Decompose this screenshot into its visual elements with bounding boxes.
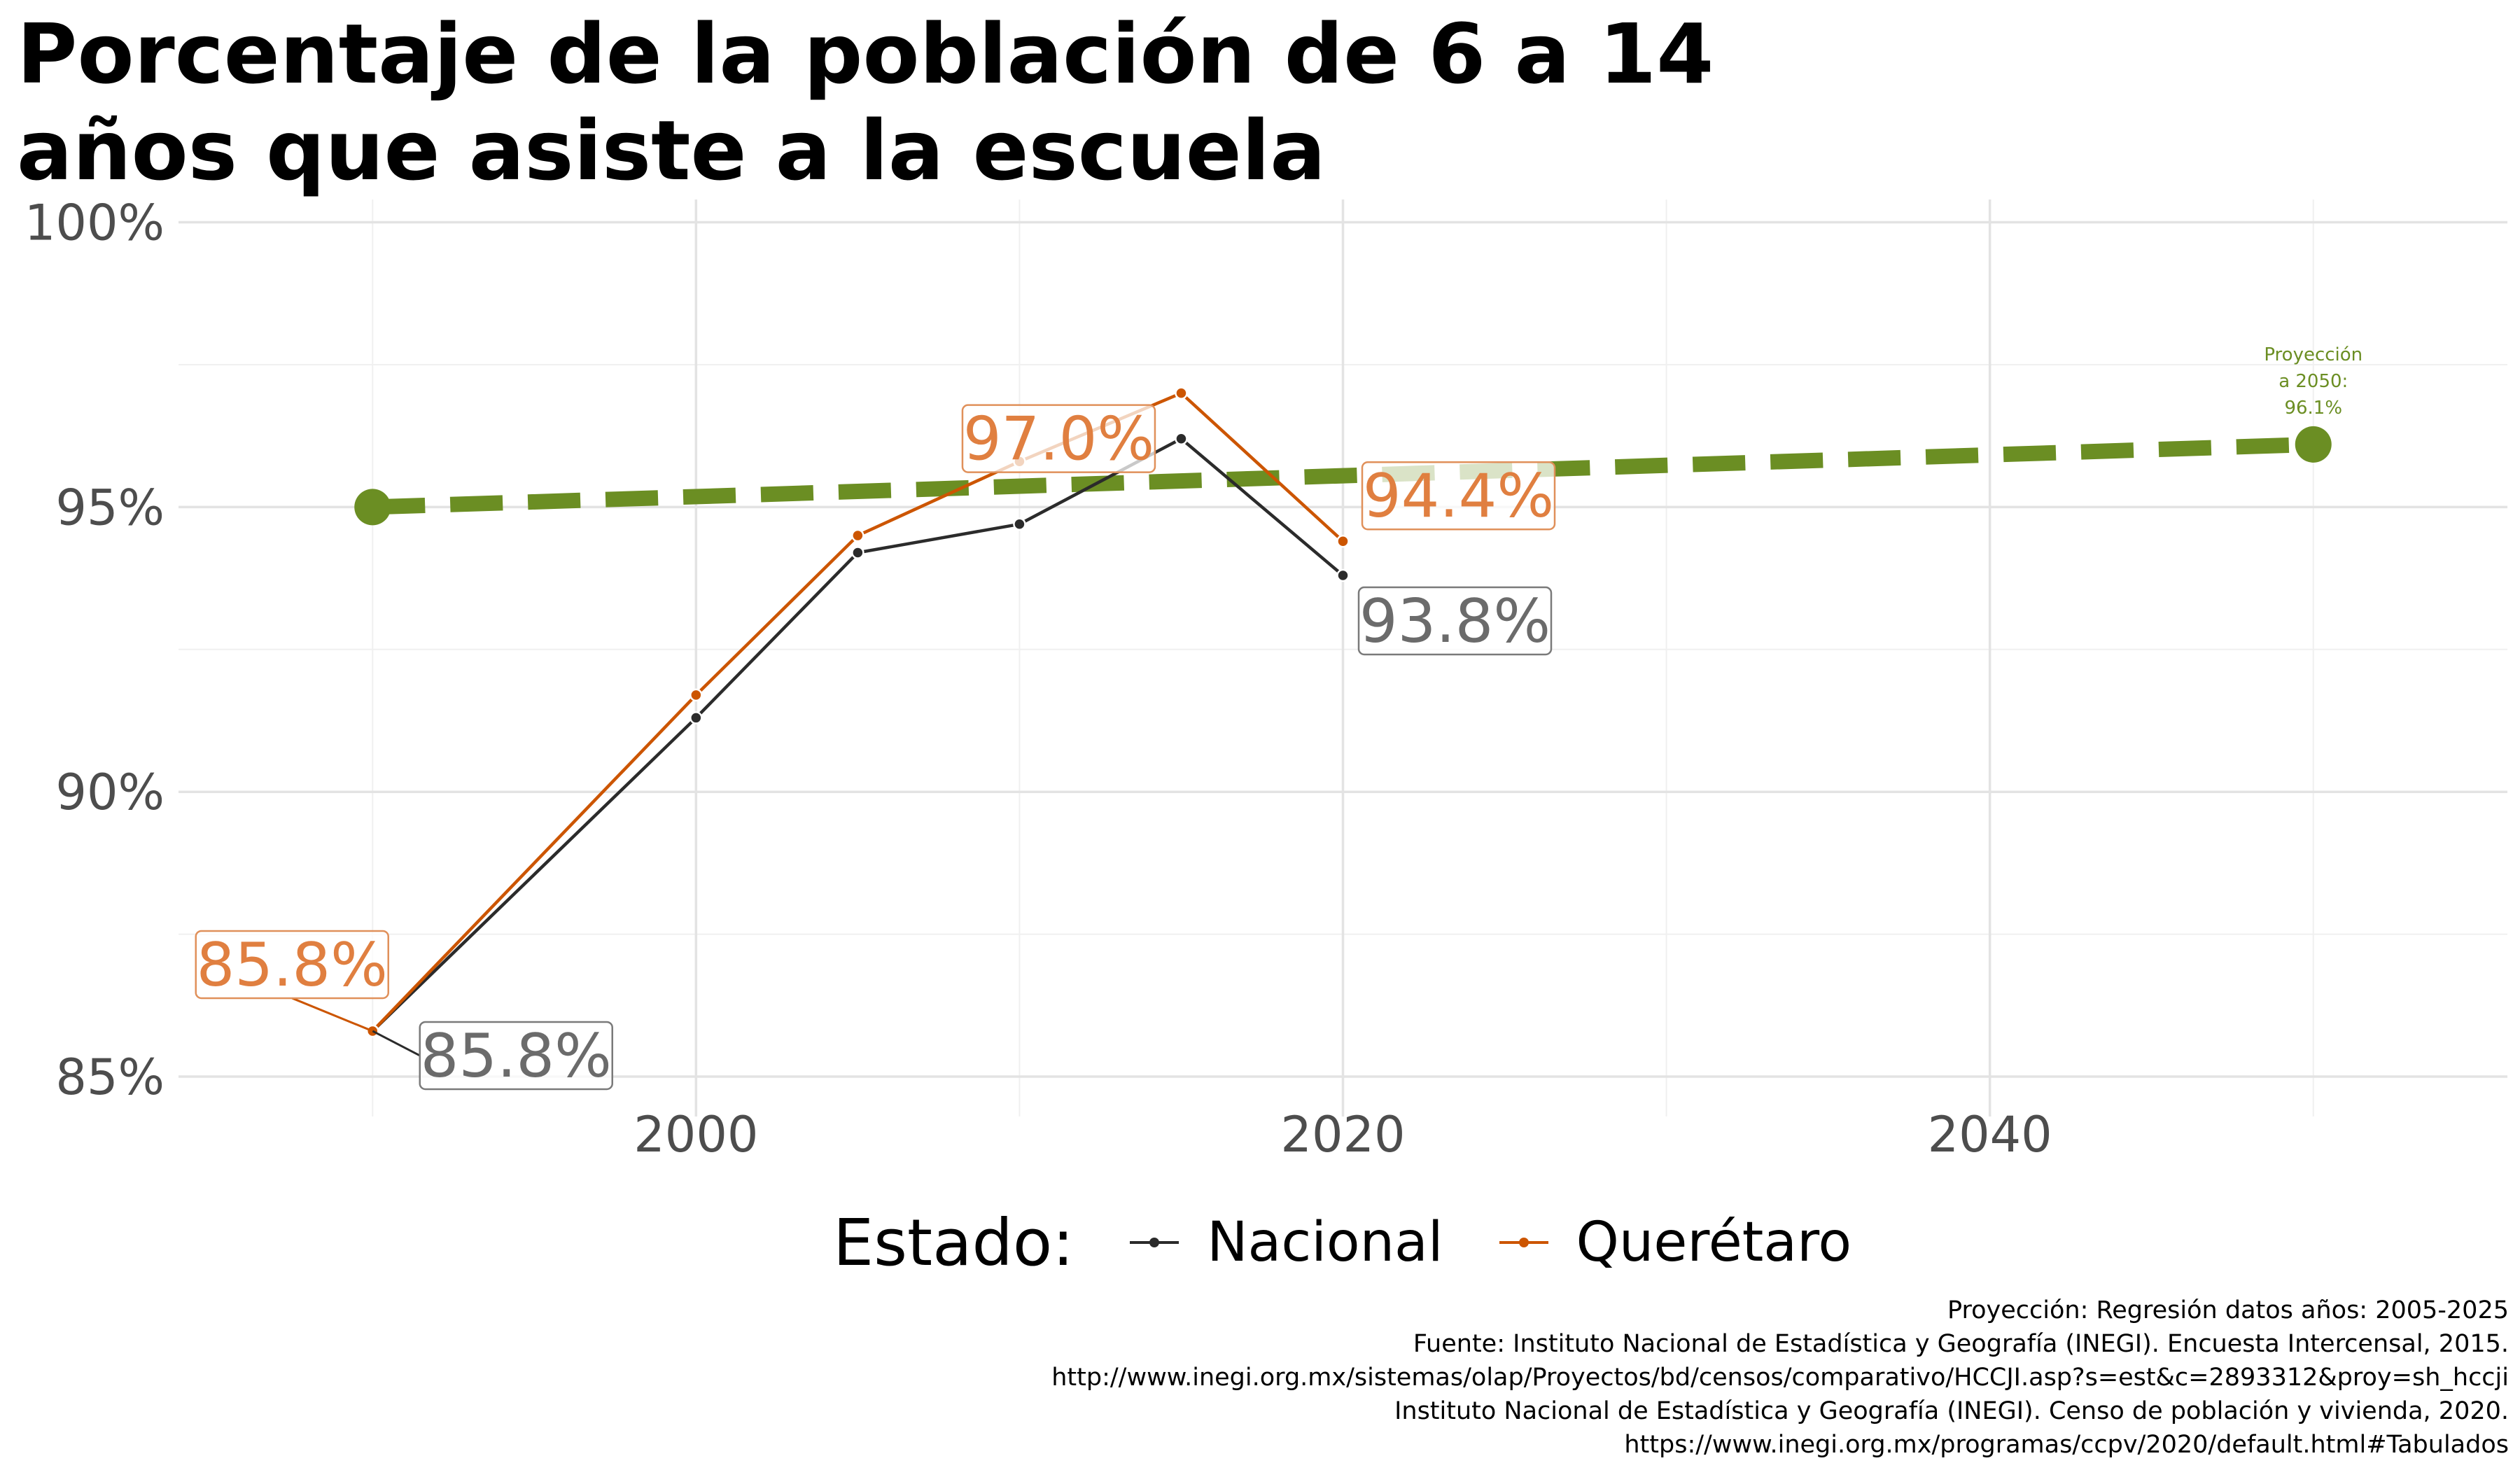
series-line-1 [371, 391, 1345, 1032]
major-gridlines [178, 200, 2507, 1116]
projection-point [2295, 426, 2332, 463]
legend-item-nacional: Nacional [1130, 1211, 1443, 1274]
data-series [366, 386, 1350, 1038]
caption-line-4: Instituto Nacional de Estadística y Geog… [1394, 1397, 2509, 1425]
y-tick-label: 85% [55, 1049, 164, 1106]
data-labels: 85.8% 93.8% 85.8% 97.0% 94.4% [195, 404, 1556, 1091]
data-point [1336, 568, 1350, 582]
data-point [1175, 432, 1188, 445]
chart-title: Porcentaje de la población de 6 a 14 año… [17, 6, 1767, 199]
data-label: 85.8% [197, 930, 388, 1000]
chart-title-line-1: Porcentaje de la población de 6 a 14 [17, 6, 1714, 102]
data-label: 94.4% [1363, 461, 1554, 531]
data-label-box [1361, 461, 1556, 531]
projection-annotation: Proyección [2264, 344, 2362, 365]
data-point [1336, 534, 1350, 548]
legend-label-nacional: Nacional [1207, 1211, 1443, 1274]
x-axis: 2000 2020 2040 [634, 1106, 2052, 1163]
y-tick-label: 95% [55, 479, 164, 536]
series-line-0 [371, 437, 1344, 1032]
chart-title-line-2: años que asiste a la escuela [17, 102, 1326, 199]
legend-title: Estado: [833, 1205, 1074, 1280]
x-tick-label: 2000 [634, 1106, 758, 1163]
data-point [690, 688, 703, 702]
data-point [690, 711, 703, 724]
data-point [1013, 517, 1026, 531]
x-tick-label: 2040 [1928, 1106, 2052, 1163]
legend-key-queretaro [1499, 1238, 1548, 1247]
projection-line [372, 436, 2314, 515]
data-label-box [961, 404, 1156, 473]
caption-line-1: Proyección: Regresión datos años: 2005-2… [1947, 1296, 2509, 1324]
caption-line-2: Fuente: Instituto Nacional de Estadístic… [1413, 1330, 2509, 1358]
data-label-box [1357, 586, 1553, 656]
legend: Estado: Nacional Querétaro [833, 1197, 1907, 1288]
y-tick-label: 90% [55, 764, 164, 821]
data-point [1175, 386, 1188, 400]
projection-annotation: a 2050: [2278, 371, 2348, 392]
data-label-box [419, 1021, 613, 1091]
caption-line-5: https://www.inegi.org.mx/programas/ccpv/… [1624, 1431, 2509, 1459]
projection-point [354, 489, 391, 526]
caption: Proyección: Regresión datos años: 2005-2… [1051, 1294, 2509, 1462]
data-label: 93.8% [1359, 587, 1550, 657]
y-axis: 85% 90% 95% 100% [24, 195, 164, 1106]
legend-label-queretaro: Querétaro [1576, 1211, 1852, 1274]
label-leader [372, 1030, 421, 1057]
projection-annotation: 96.1% [2284, 398, 2342, 419]
label-leader [291, 997, 373, 1032]
legend-key-nacional [1130, 1238, 1180, 1247]
data-point [851, 528, 864, 542]
line-chart: 85% 90% 95% 100% 2000 2020 2040 Proyección a 2… [24, 195, 2507, 1163]
legend-item-queretaro: Querétaro [1499, 1211, 1852, 1274]
x-tick-label: 2020 [1280, 1106, 1405, 1163]
data-label: 85.8% [421, 1021, 612, 1091]
data-point [851, 546, 864, 559]
y-tick-label: 100% [24, 195, 164, 252]
data-label-box [195, 930, 389, 1000]
projection-series: Proyección a 2050: 96.1% [354, 344, 2362, 526]
data-label: 97.0% [963, 405, 1154, 475]
caption-line-3: http://www.inegi.org.mx/sistemas/olap/Pr… [1051, 1364, 2509, 1392]
